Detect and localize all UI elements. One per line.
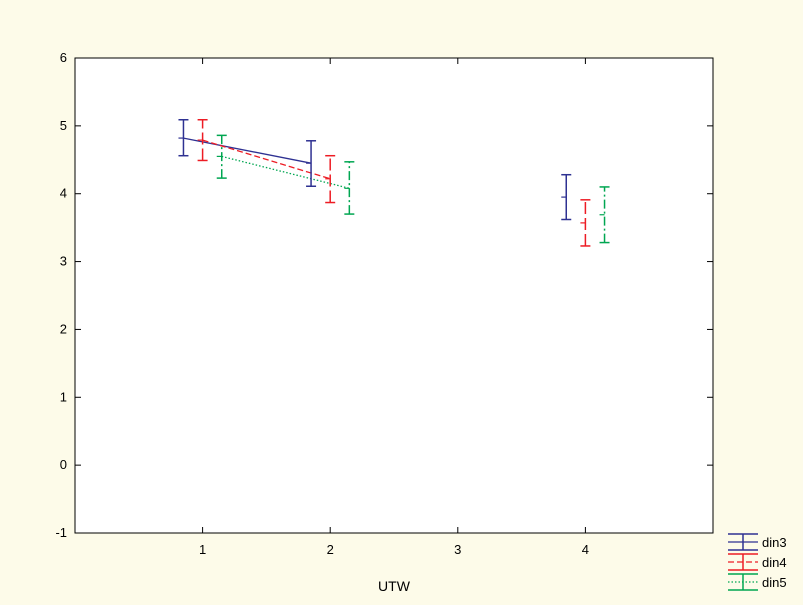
legend-label: din5 [762,575,787,590]
error-bar-din5 [216,134,227,179]
error-bar-din4 [197,119,208,162]
legend-item-din3: din3 [728,533,787,551]
y-tick-label: 3 [60,254,67,269]
series-lines [183,137,350,189]
error-bars [178,119,610,247]
y-tick-label: 1 [60,389,67,404]
y-tick-label: 6 [60,50,67,65]
y-tick-label: 2 [60,321,67,336]
series-line-din3 [183,137,312,164]
error-bar-din5 [599,186,610,244]
y-tick-label: -1 [55,525,67,540]
error-bar-din4 [580,199,591,247]
x-axis-title: UTW [378,578,411,594]
error-bar-din3 [306,140,317,187]
legend-item-din4: din4 [728,553,787,571]
legend-label: din4 [762,555,787,570]
y-axis: -1 0 1 2 3 4 5 6 [55,50,713,540]
error-bar-din3 [178,119,189,157]
x-tick-label: 2 [327,542,334,557]
x-tick-label: 4 [582,542,589,557]
x-axis: 1 2 3 4 [199,58,589,557]
y-tick-label: 0 [60,457,67,472]
y-tick-label: 4 [60,186,67,201]
series-line-din4 [202,139,331,180]
error-bar-din5 [344,161,355,215]
error-bar-din3 [561,173,572,221]
series-line-din5 [221,155,350,189]
x-tick-label: 1 [199,542,206,557]
plot-area [74,57,714,534]
x-tick-label: 3 [454,542,461,557]
legend: din3 din4 din5 [728,533,787,591]
legend-label: din3 [762,535,787,550]
y-tick-label: 5 [60,118,67,133]
legend-item-din5: din5 [728,573,787,591]
error-bar-din4 [325,154,336,204]
